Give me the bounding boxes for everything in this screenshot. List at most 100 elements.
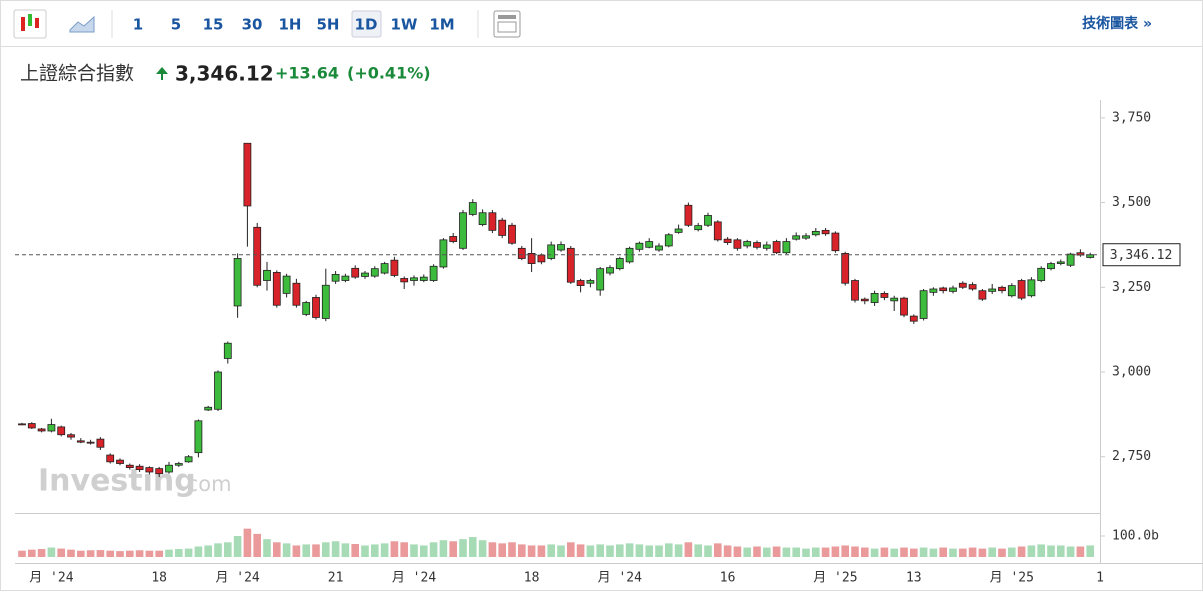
interval-button[interactable]: 1M (429, 16, 454, 34)
interval-button[interactable]: 30 (242, 16, 263, 34)
candle-icon[interactable] (13, 9, 47, 39)
price: 3,346.12 (175, 62, 274, 86)
volume-bar (518, 544, 526, 557)
interval-button[interactable]: 1H (279, 16, 302, 34)
interval-button[interactable]: 1D (355, 16, 378, 34)
volume-bar (331, 541, 340, 557)
candle-body (488, 212, 497, 231)
volume-bar (96, 550, 105, 557)
candle-body (86, 441, 95, 444)
volume-tick-label: 100.0b (1112, 529, 1159, 544)
interval-button[interactable]: 1 (133, 16, 143, 34)
interval-button[interactable]: 15 (203, 16, 224, 34)
volume-bar (949, 548, 957, 557)
volume-bar (351, 543, 359, 557)
y-tick-label: 3,000 (1112, 365, 1151, 380)
volume-bar (870, 548, 879, 557)
change: +13.64 (275, 64, 339, 83)
x-tick-label: 13 (906, 571, 922, 586)
volume-bar (86, 550, 95, 557)
volume-bar (175, 549, 183, 557)
area-icon[interactable] (69, 15, 95, 33)
candle-body (517, 247, 526, 259)
volume-bar (302, 544, 310, 557)
volume-bar (1066, 546, 1075, 557)
volume-bar (57, 548, 65, 557)
volume-bar (429, 542, 438, 557)
volume-bar (831, 546, 840, 557)
volume-bar (380, 543, 389, 557)
volume-bar (684, 542, 693, 557)
candle-body (341, 275, 350, 281)
volume-bar (1008, 547, 1016, 557)
candle-body (380, 263, 389, 274)
volume-bar (929, 548, 938, 557)
volume-bar (576, 544, 585, 557)
volume-bar (28, 549, 36, 557)
candle-body (968, 284, 977, 290)
volume-bar (939, 547, 947, 557)
volume-bar (655, 545, 663, 557)
candle-body (615, 258, 624, 270)
volume-bar (606, 545, 614, 557)
volume-bar (821, 547, 830, 557)
candle-body (400, 278, 409, 283)
candle-body (645, 241, 654, 248)
candle-body (919, 290, 928, 319)
candle-body (439, 239, 448, 268)
volume-bar (312, 544, 320, 557)
candle-body (410, 277, 418, 281)
candle-body (27, 423, 36, 429)
candle-body (606, 267, 614, 274)
candle-body (174, 463, 183, 466)
candle-body (312, 297, 320, 318)
y-tick-label: 2,750 (1112, 449, 1151, 464)
candle-body (361, 272, 369, 277)
candle-body (214, 371, 222, 410)
interval-button[interactable]: 1W (391, 16, 418, 34)
candle-body (76, 440, 85, 443)
volume-bar (772, 546, 781, 557)
candle-body (1086, 254, 1095, 258)
candle-body (870, 292, 879, 303)
volume-bar (1086, 545, 1094, 557)
candle-body (223, 342, 232, 359)
candle-body (165, 464, 173, 473)
candle-body (321, 284, 330, 319)
volume-bar (204, 545, 212, 557)
volume-bar (371, 544, 379, 557)
technical-link[interactable]: 技術圖表 » (1082, 15, 1152, 32)
interval-button[interactable]: 5H (317, 16, 340, 34)
volume-bar (1037, 544, 1045, 557)
candle-body (459, 212, 467, 249)
candle-body (743, 241, 752, 247)
volume-bar (253, 533, 261, 557)
volume-bar (1017, 546, 1026, 557)
candle-body (96, 438, 105, 448)
candle-body (782, 241, 791, 254)
volume-bar (498, 543, 506, 557)
volume-bar (1057, 545, 1065, 557)
candle-body (988, 288, 997, 292)
volume-bar (919, 547, 928, 557)
layout-icon[interactable] (493, 10, 521, 38)
candle-body (557, 244, 565, 251)
candle-body (1027, 279, 1036, 297)
x-tick-label: 18 (151, 571, 167, 586)
last-price-tag (1102, 243, 1181, 267)
volume-bar (449, 541, 457, 557)
candle-body (1066, 253, 1075, 266)
volume-bar (165, 549, 173, 557)
candle-body (664, 234, 673, 247)
volume-bar (880, 547, 889, 557)
volume-bar (968, 547, 977, 557)
instrument-name: 上證綜合指數 (20, 63, 134, 85)
candle-body (674, 228, 683, 233)
volume-bar (567, 542, 575, 557)
volume-bar (341, 543, 350, 557)
volume-bar (292, 545, 301, 557)
last-price-label: 3,346.12 (1110, 248, 1173, 263)
candle-body (753, 242, 761, 248)
volume-bar (714, 543, 722, 557)
interval-button[interactable]: 5 (171, 16, 181, 34)
